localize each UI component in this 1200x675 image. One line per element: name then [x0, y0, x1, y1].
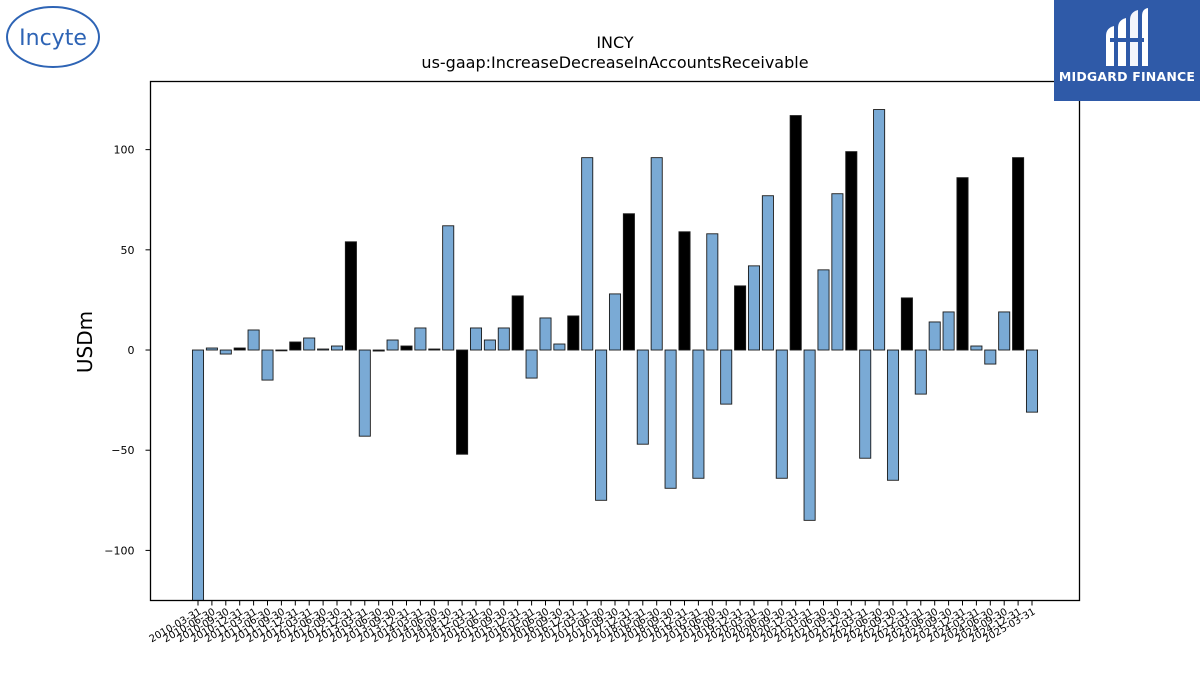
bar-2015-06-30	[483, 339, 496, 351]
bar-2017-06-30	[595, 349, 608, 501]
bar-2024-12-31	[1012, 157, 1025, 351]
bar-2020-03-31	[747, 265, 761, 351]
bar-2017-09-30	[608, 293, 622, 351]
incyte-logo-text: Incyte	[19, 26, 87, 51]
plot-frame	[149, 80, 1081, 602]
bar-2021-12-31	[845, 151, 858, 351]
bar-2016-06-30	[539, 317, 552, 351]
bar-2024-03-31	[970, 345, 983, 351]
midgard-emblem-icon	[1106, 8, 1148, 66]
bar-2016-09-30	[553, 343, 566, 351]
bar-2013-12-31	[400, 345, 413, 351]
bar-2022-03-31	[859, 349, 872, 459]
bar-2025-03-31	[1025, 349, 1039, 413]
bar-2015-03-31	[469, 327, 483, 351]
bar-2013-09-30	[386, 339, 399, 351]
bar-2017-12-31	[622, 213, 635, 351]
logo-ring-icon	[6, 6, 100, 68]
bar-2022-09-30	[886, 349, 900, 481]
bar-2012-03-31	[303, 337, 316, 351]
bar-2012-06-30	[317, 348, 330, 351]
bar-2010-12-31	[233, 347, 246, 351]
bar-2020-09-30	[775, 349, 788, 479]
bar-2012-09-30	[330, 345, 344, 351]
bar-2022-12-31	[900, 297, 913, 351]
y-tick-label: 0	[128, 344, 135, 357]
bar-2011-03-31	[247, 329, 260, 351]
y-tick-label: 50	[121, 244, 135, 257]
bar-2010-09-30	[219, 349, 232, 355]
bar-2019-09-30	[720, 349, 733, 405]
bar-2018-03-31	[636, 349, 649, 445]
bar-2015-09-30	[497, 327, 510, 351]
bar-2018-09-30	[664, 349, 677, 489]
bar-2023-03-31	[914, 349, 927, 395]
bar-2021-03-31	[803, 349, 816, 521]
bar-2016-03-31	[525, 349, 538, 379]
bar-2023-06-30	[928, 321, 941, 351]
bar-2021-09-30	[831, 193, 844, 351]
bar-2023-12-31	[956, 177, 969, 351]
bar-2019-12-31	[734, 285, 747, 351]
y-tick-label: −100	[104, 544, 134, 557]
bar-2017-03-31	[581, 157, 594, 351]
incyte-logo: Incyte	[4, 4, 104, 70]
bar-2012-12-31	[344, 241, 357, 351]
bar-2013-03-31	[358, 349, 371, 437]
bar-2013-06-30	[372, 349, 385, 352]
bar-2020-06-30	[761, 195, 774, 351]
bar-2015-12-31	[511, 295, 524, 351]
chart-subtitle: us-gaap:IncreaseDecreaseInAccountsReceiv…	[421, 53, 808, 72]
bar-2019-03-31	[692, 349, 705, 479]
bar-2024-06-30	[984, 349, 997, 365]
bar-2016-12-31	[567, 315, 580, 351]
bar-2010-06-30	[205, 347, 218, 351]
midgard-finance-logo: MIDGARD FINANCE	[1054, 0, 1200, 101]
bar-2022-06-30	[873, 109, 886, 351]
chart-title: INCY	[596, 33, 634, 52]
y-tick-label: −50	[111, 444, 134, 457]
bar-2019-06-30	[706, 233, 719, 351]
bar-2014-03-31	[414, 327, 427, 351]
bar-2021-06-30	[817, 269, 830, 351]
bar-2010-03-31	[191, 349, 205, 601]
bar-2020-12-31	[789, 115, 802, 351]
bar-2011-12-31	[289, 341, 302, 351]
bar-2011-09-30	[275, 349, 288, 352]
midgard-finance-text: MIDGARD FINANCE	[1058, 69, 1196, 84]
bar-2023-09-30	[942, 311, 955, 351]
bar-2011-06-30	[261, 349, 274, 381]
y-axis-label: USDm	[73, 311, 97, 373]
bar-2018-06-30	[650, 157, 663, 351]
bar-2014-09-30	[442, 225, 455, 351]
bar-2014-06-30	[428, 348, 441, 351]
bar-2018-12-31	[678, 231, 691, 351]
bar-2024-09-30	[998, 311, 1011, 351]
y-tick-label: 100	[114, 144, 135, 157]
bar-2014-12-31	[456, 349, 469, 455]
